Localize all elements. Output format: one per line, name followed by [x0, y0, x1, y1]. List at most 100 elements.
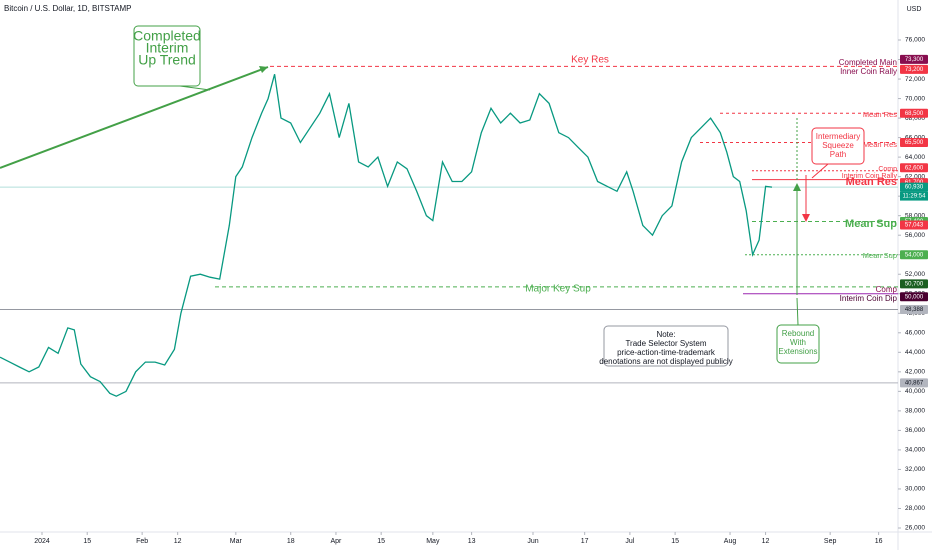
x-tick-label: Feb — [136, 538, 148, 545]
trend-line — [0, 66, 269, 169]
callout-text: Intermediary — [816, 132, 860, 141]
callout-text: Squeeze — [822, 141, 854, 150]
price-tag — [900, 54, 928, 64]
countdown: 11:29:54 — [903, 194, 927, 200]
callout-text: With — [790, 338, 806, 347]
price-tag — [900, 137, 928, 147]
callout-text: Completed — [133, 28, 201, 44]
callout-box — [811, 127, 865, 165]
price-tag-label: 62,600 — [905, 165, 924, 171]
price-tag-label: 65,500 — [905, 140, 924, 146]
level-label: Inner Coin Rally — [840, 67, 897, 76]
currency: USD — [907, 6, 922, 13]
price-tag — [900, 279, 928, 289]
price-tag — [900, 220, 928, 230]
callout-text: Path — [830, 150, 846, 159]
x-tick-label: 18 — [287, 538, 295, 545]
x-tick-label: 12 — [174, 538, 182, 545]
price-tag-label: 50,700 — [905, 282, 924, 288]
y-tick-label: 32,000 — [905, 466, 925, 473]
x-tick-label: Jun — [527, 538, 538, 545]
price-tag-label: 50,000 — [905, 294, 924, 300]
price-tag-label: 48,388 — [905, 307, 924, 313]
level-label: Mean Sup — [863, 251, 897, 260]
price-tag-label: 54,000 — [905, 252, 924, 258]
y-tick-label: 26,000 — [905, 525, 925, 532]
price-tag-label: 73,200 — [905, 67, 924, 73]
y-tick-label: 58,000 — [905, 212, 925, 219]
y-tick-label: 34,000 — [905, 447, 925, 454]
y-tick-label: 56,000 — [905, 232, 925, 239]
level-label: Mean Res — [846, 176, 897, 188]
y-tick-label: 28,000 — [905, 505, 925, 512]
chart-title: Bitcoin / U.S. Dollar, 1D, BITSTAMP — [4, 4, 131, 13]
x-tick-label: 15 — [377, 538, 385, 545]
x-tick-label: 15 — [83, 538, 91, 545]
countdown-bg — [900, 191, 928, 201]
y-tick-label: 44,000 — [905, 349, 925, 356]
price-tag — [900, 250, 928, 260]
callout-text: Note: — [656, 330, 675, 339]
y-tick-label: 46,000 — [905, 330, 925, 337]
callout-text: Trade Selector System — [625, 339, 706, 348]
level-label: Interim Coin Rally — [842, 173, 898, 180]
x-tick-label: Jul — [625, 538, 634, 545]
y-tick-label: 70,000 — [905, 95, 925, 102]
price-tag — [900, 292, 928, 302]
price-tag — [900, 304, 928, 314]
callout-text: Interim — [146, 40, 189, 56]
callout-box — [133, 25, 201, 87]
trend-arrow — [259, 66, 268, 73]
y-tick-label: 66,000 — [905, 134, 925, 141]
price-tag-label: 60,930 — [905, 185, 924, 191]
level-label: Mean Res — [863, 110, 897, 119]
level-label: Interim Coin Dip — [840, 294, 898, 303]
callout-pointer — [796, 297, 799, 326]
price-tag — [900, 163, 928, 173]
y-tick-label: 72,000 — [905, 76, 925, 83]
level-label: Key Res — [571, 55, 609, 66]
price-tag — [900, 108, 928, 118]
x-tick-label: Sep — [824, 538, 837, 545]
price-tag-label: 68,500 — [905, 111, 924, 117]
x-tick-label: 12 — [762, 538, 770, 545]
level-label: Major Key Sup — [525, 284, 591, 295]
price-line — [0, 74, 773, 397]
level-label: Comp — [876, 285, 898, 294]
y-tick-label: 40,000 — [905, 388, 925, 395]
y-tick-label: 62,000 — [905, 173, 925, 180]
x-tick-label: Aug — [724, 538, 737, 545]
price-tag-label: 73,300 — [905, 57, 924, 63]
callout-text: Rebound — [782, 329, 814, 338]
y-tick-label: 76,000 — [905, 37, 925, 44]
level-label: Completed Main — [839, 58, 897, 67]
y-tick-label: 64,000 — [905, 154, 925, 161]
x-tick-label: Apr — [330, 538, 342, 545]
level-label: Comp — [878, 166, 897, 173]
price-tag — [900, 64, 928, 74]
x-tick-label: May — [426, 538, 440, 545]
callout-text: denotations are not displayed publicly — [599, 357, 732, 366]
price-tag-label: 40,867 — [905, 380, 924, 386]
y-tick-label: 36,000 — [905, 427, 925, 434]
price-tag-label: 57,043 — [905, 223, 924, 229]
price-tag — [900, 378, 928, 388]
price-tag — [900, 182, 928, 192]
rebound-head — [793, 183, 801, 191]
callout-text: Up Trend — [138, 52, 196, 68]
x-tick-label: 13 — [468, 538, 476, 545]
x-tick-label: 16 — [875, 538, 883, 545]
callout-text: price-action-time-trademark — [617, 348, 716, 357]
y-tick-label: 52,000 — [905, 271, 925, 278]
y-tick-label: 68,000 — [905, 115, 925, 122]
callout-box — [603, 325, 729, 367]
callout-text: Extensions — [778, 347, 817, 356]
y-tick-label: 42,000 — [905, 369, 925, 376]
level-label: Mean Sup — [845, 218, 897, 230]
x-tick-label: 17 — [581, 538, 589, 545]
callout-pointer — [811, 163, 829, 179]
x-tick-label: Mar — [230, 538, 243, 545]
y-tick-label: 38,000 — [905, 408, 925, 415]
y-tick-label: 30,000 — [905, 486, 925, 493]
